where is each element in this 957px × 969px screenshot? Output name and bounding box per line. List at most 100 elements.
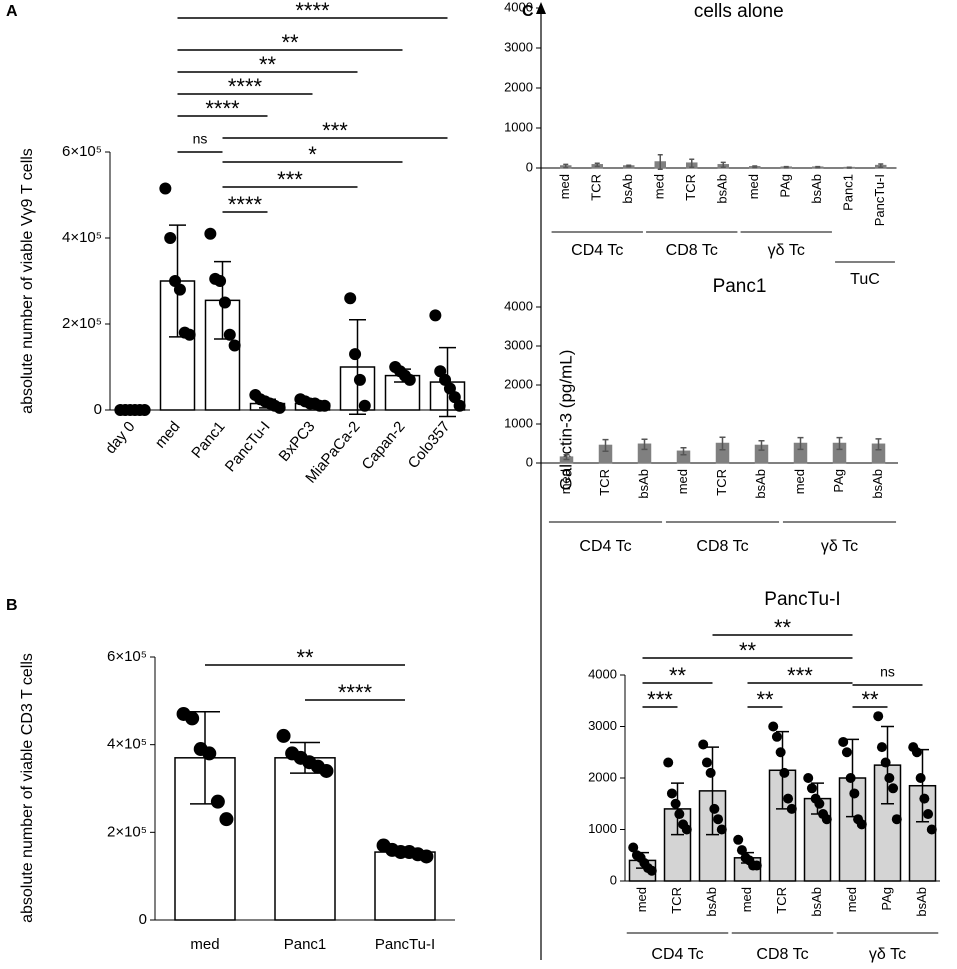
y-tick-label: 0 — [526, 454, 533, 469]
x-tick-label: bsAb — [620, 174, 635, 204]
data-point — [276, 728, 291, 743]
significance-label: *** — [322, 118, 348, 143]
y-tick-label: 0 — [526, 159, 533, 174]
x-tick-label: TCR — [714, 469, 729, 496]
shared-y-label: Galectin-3 (pg/mL) — [556, 350, 575, 491]
error-bar — [836, 436, 843, 451]
x-tick-label: Colo357 — [405, 418, 454, 472]
data-point — [219, 812, 234, 827]
x-tick-label: med — [746, 174, 761, 199]
significance-label: ** — [296, 645, 314, 670]
data-point — [419, 849, 434, 864]
error-bar — [563, 163, 569, 169]
data-point — [786, 803, 797, 814]
data-point — [783, 793, 794, 804]
data-point — [891, 814, 902, 825]
data-point — [344, 292, 357, 305]
data-point — [273, 401, 286, 414]
error-bar — [719, 436, 726, 451]
significance-label: **** — [295, 0, 330, 23]
data-point — [698, 739, 709, 750]
data-point — [838, 736, 849, 747]
group-label: CD8 Tc — [696, 538, 748, 555]
y-tick-label: 1000 — [504, 119, 533, 134]
x-tick-label: med — [152, 418, 184, 451]
error-bar — [758, 440, 765, 451]
data-point — [806, 783, 817, 794]
x-tick-label: BxPC3 — [276, 418, 319, 465]
significance-label: ** — [259, 52, 277, 77]
x-tick-label: med — [792, 469, 807, 494]
data-point — [716, 824, 727, 835]
y-tick-label: 3000 — [588, 718, 617, 733]
data-point — [880, 757, 891, 768]
x-tick-label: med — [844, 887, 859, 912]
data-point — [733, 834, 744, 845]
error-bar — [797, 436, 804, 451]
data-point — [713, 814, 724, 825]
y-tick-label: 2000 — [504, 376, 533, 391]
data-point — [173, 283, 186, 296]
data-point — [670, 798, 681, 809]
x-tick-label: day 0 — [102, 418, 139, 457]
error-bar — [671, 782, 684, 836]
data-point — [803, 773, 814, 783]
y-tick-label: 2×10⁵ — [62, 315, 102, 332]
significance-label: *** — [787, 663, 813, 688]
data-point — [214, 275, 227, 287]
significance-label: ** — [669, 663, 687, 688]
error-bar — [783, 165, 789, 169]
data-point — [210, 794, 225, 809]
data-point — [429, 309, 442, 322]
significance-label: **** — [228, 192, 263, 217]
y-tick-label: 4000 — [504, 298, 533, 313]
y-tick-label: 0 — [610, 872, 617, 887]
data-point — [779, 767, 790, 778]
data-point — [876, 742, 887, 753]
x-tick-label: Capan-2 — [359, 418, 409, 473]
data-point — [841, 747, 852, 758]
y-tick-label: 0 — [94, 401, 102, 418]
x-tick-label: bsAb — [753, 469, 768, 499]
significance-label: **** — [228, 74, 263, 99]
error-bar — [680, 447, 687, 456]
data-point — [218, 296, 231, 309]
data-point — [911, 747, 922, 758]
y-tick-label: 3000 — [504, 39, 533, 54]
significance-label: **** — [338, 680, 373, 705]
x-tick-label: PAg — [879, 887, 894, 911]
y-axis-label: absolute number of viable CD3 T cells — [19, 653, 36, 923]
data-point — [814, 798, 825, 809]
significance-label: ** — [756, 687, 774, 712]
group-label: CD4 Tc — [651, 946, 703, 963]
data-point — [856, 819, 867, 830]
data-point — [164, 232, 177, 244]
y-tick-label: 6×10⁵ — [107, 648, 147, 665]
group-label: CD4 Tc — [579, 538, 631, 555]
y-tick-label: 4×10⁵ — [107, 736, 147, 753]
error-bar — [815, 165, 821, 169]
error-bar — [706, 746, 719, 836]
y-tick-label: 1000 — [504, 415, 533, 430]
x-tick-label: bsAb — [809, 174, 824, 204]
data-point — [353, 373, 366, 386]
data-point — [701, 757, 712, 768]
data-point — [849, 788, 860, 799]
data-point — [223, 328, 236, 341]
y-tick-label: 4000 — [504, 0, 533, 14]
panel-label: B — [6, 597, 18, 614]
error-bar — [349, 318, 366, 416]
y-tick-label: 2000 — [588, 769, 617, 784]
y-tick-label: 0 — [139, 911, 147, 928]
data-point — [919, 793, 930, 804]
data-point — [185, 711, 200, 726]
group-label: CD8 Tc — [666, 242, 718, 259]
data-point — [628, 842, 639, 853]
significance-label: *** — [277, 167, 303, 192]
error-bar — [752, 165, 758, 169]
panel-label: A — [6, 3, 18, 20]
x-tick-label: med — [190, 936, 219, 953]
chart-title: Panc1 — [713, 276, 767, 297]
data-point — [403, 373, 416, 386]
data-point — [873, 711, 884, 722]
